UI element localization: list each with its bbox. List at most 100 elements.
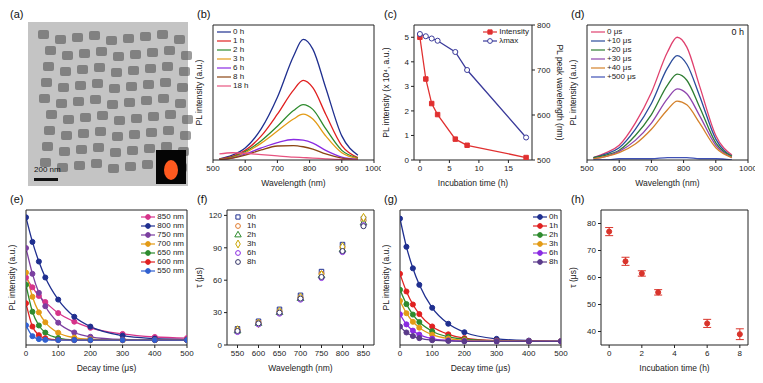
svg-text:Decay time (μs): Decay time (μs) <box>77 363 137 373</box>
svg-text:PL peak wavelength (nm): PL peak wavelength (nm) <box>555 44 565 140</box>
html-text:+30 μs: +30 μs <box>607 54 632 63</box>
svg-text:600: 600 <box>252 349 266 358</box>
svg-text:PL intensity (a.u.): PL intensity (a.u.) <box>382 244 391 310</box>
svg-text:90: 90 <box>213 244 222 253</box>
svg-text:900: 900 <box>709 164 723 173</box>
svg-text:800: 800 <box>677 164 691 173</box>
svg-text:700: 700 <box>537 66 551 75</box>
html-text:(e): (e) <box>10 193 24 205</box>
html-text:0 μs: 0 μs <box>607 27 623 36</box>
svg-text:900: 900 <box>335 164 349 173</box>
svg-text:800: 800 <box>303 164 317 173</box>
svg-text:800: 800 <box>537 21 551 30</box>
svg-text:30: 30 <box>213 308 222 317</box>
svg-text:τ (μs): τ (μs) <box>195 267 204 288</box>
svg-text:600: 600 <box>537 111 551 120</box>
html-text:6 h: 6 h <box>233 63 245 72</box>
html-text:(f): (f) <box>197 193 208 205</box>
svg-text:0: 0 <box>24 349 29 358</box>
html-text:0 h: 0 h <box>233 27 245 36</box>
svg-text:Wavelength (nm): Wavelength (nm) <box>268 363 333 373</box>
svg-text:Incubation time (h): Incubation time (h) <box>639 363 710 373</box>
svg-text:15: 15 <box>504 164 513 173</box>
html-text:0 h: 0 h <box>731 27 744 37</box>
svg-text:550: 550 <box>231 349 245 358</box>
html-text:1 h: 1 h <box>233 36 245 45</box>
html-text:+500 μs: +500 μs <box>607 72 636 81</box>
svg-text:Incubation time (h): Incubation time (h) <box>438 178 509 188</box>
html-text:18 h: 18 h <box>233 81 249 90</box>
svg-text:PL intensity (a.u.): PL intensity (a.u.) <box>8 244 17 310</box>
svg-text:200: 200 <box>458 349 472 358</box>
html-text:+10 μs: +10 μs <box>607 36 632 45</box>
svg-text:400: 400 <box>148 349 162 358</box>
html-text:(d): (d) <box>571 8 585 20</box>
svg-text:0: 0 <box>418 164 423 173</box>
svg-text:200: 200 <box>84 349 98 358</box>
svg-text:0: 0 <box>218 341 223 350</box>
svg-text:500: 500 <box>180 349 194 358</box>
html-text:+40 μs: +40 μs <box>607 63 632 72</box>
svg-text:100: 100 <box>426 349 440 358</box>
html-text:(c): (c) <box>384 8 397 20</box>
html-text:Intensity: Intensity <box>499 27 529 36</box>
html-text:(b): (b) <box>197 8 211 20</box>
html-text:2 h: 2 h <box>233 45 245 54</box>
svg-text:500: 500 <box>537 156 551 165</box>
svg-text:5: 5 <box>447 164 452 173</box>
svg-text:400: 400 <box>522 349 536 358</box>
svg-text:1000: 1000 <box>739 164 755 173</box>
svg-text:PL intensity (a.u.): PL intensity (a.u.) <box>569 59 578 125</box>
svg-text:1000: 1000 <box>365 164 381 173</box>
svg-text:0: 0 <box>405 156 410 165</box>
svg-text:3: 3 <box>405 82 410 91</box>
svg-text:50: 50 <box>587 300 596 309</box>
svg-text:5: 5 <box>405 33 410 42</box>
svg-text:Wavelength (nm): Wavelength (nm) <box>635 178 700 188</box>
svg-text:500: 500 <box>580 164 594 173</box>
html-text:λmax: λmax <box>499 36 519 45</box>
svg-text:0: 0 <box>607 349 612 358</box>
html-text:3 h: 3 h <box>233 54 245 63</box>
svg-text:1: 1 <box>405 131 410 140</box>
svg-text:850: 850 <box>357 349 371 358</box>
svg-text:6: 6 <box>705 349 710 358</box>
svg-text:2: 2 <box>640 349 645 358</box>
svg-text:600: 600 <box>613 164 627 173</box>
svg-text:PL intensity (a.u.): PL intensity (a.u.) <box>195 59 204 125</box>
svg-text:10: 10 <box>474 164 483 173</box>
svg-text:700: 700 <box>645 164 659 173</box>
svg-text:700: 700 <box>271 164 285 173</box>
svg-text:100: 100 <box>52 349 66 358</box>
svg-text:70: 70 <box>587 246 596 255</box>
svg-text:60: 60 <box>213 276 222 285</box>
svg-text:300: 300 <box>490 349 504 358</box>
svg-text:τ (μs): τ (μs) <box>569 267 578 288</box>
svg-text:4: 4 <box>405 58 410 67</box>
html-text:(h): (h) <box>571 193 585 205</box>
html-text:(g): (g) <box>384 193 398 205</box>
svg-text:700: 700 <box>294 349 308 358</box>
svg-text:600: 600 <box>239 164 253 173</box>
svg-text:8: 8 <box>738 349 743 358</box>
svg-text:Decay time (μs): Decay time (μs) <box>451 363 511 373</box>
svg-text:4: 4 <box>672 349 677 358</box>
html-text:8 h: 8 h <box>233 72 245 81</box>
svg-text:800: 800 <box>336 349 350 358</box>
html-text:+20 μs: +20 μs <box>607 45 632 54</box>
html-text:200 nm: 200 nm <box>34 165 61 174</box>
svg-text:PL intensity (x 10⁴, a.u.): PL intensity (x 10⁴, a.u.) <box>382 47 391 137</box>
svg-text:2: 2 <box>405 107 410 116</box>
svg-text:300: 300 <box>116 349 130 358</box>
html-text:(a): (a) <box>10 8 24 20</box>
svg-text:40: 40 <box>587 327 596 336</box>
svg-text:500: 500 <box>206 164 220 173</box>
svg-text:750: 750 <box>315 349 329 358</box>
svg-text:650: 650 <box>273 349 287 358</box>
svg-text:120: 120 <box>209 211 223 220</box>
svg-text:0: 0 <box>398 349 403 358</box>
svg-text:500: 500 <box>554 349 568 358</box>
svg-text:60: 60 <box>587 273 596 282</box>
svg-text:80: 80 <box>587 219 596 228</box>
svg-text:Wavelength (nm): Wavelength (nm) <box>261 178 326 188</box>
